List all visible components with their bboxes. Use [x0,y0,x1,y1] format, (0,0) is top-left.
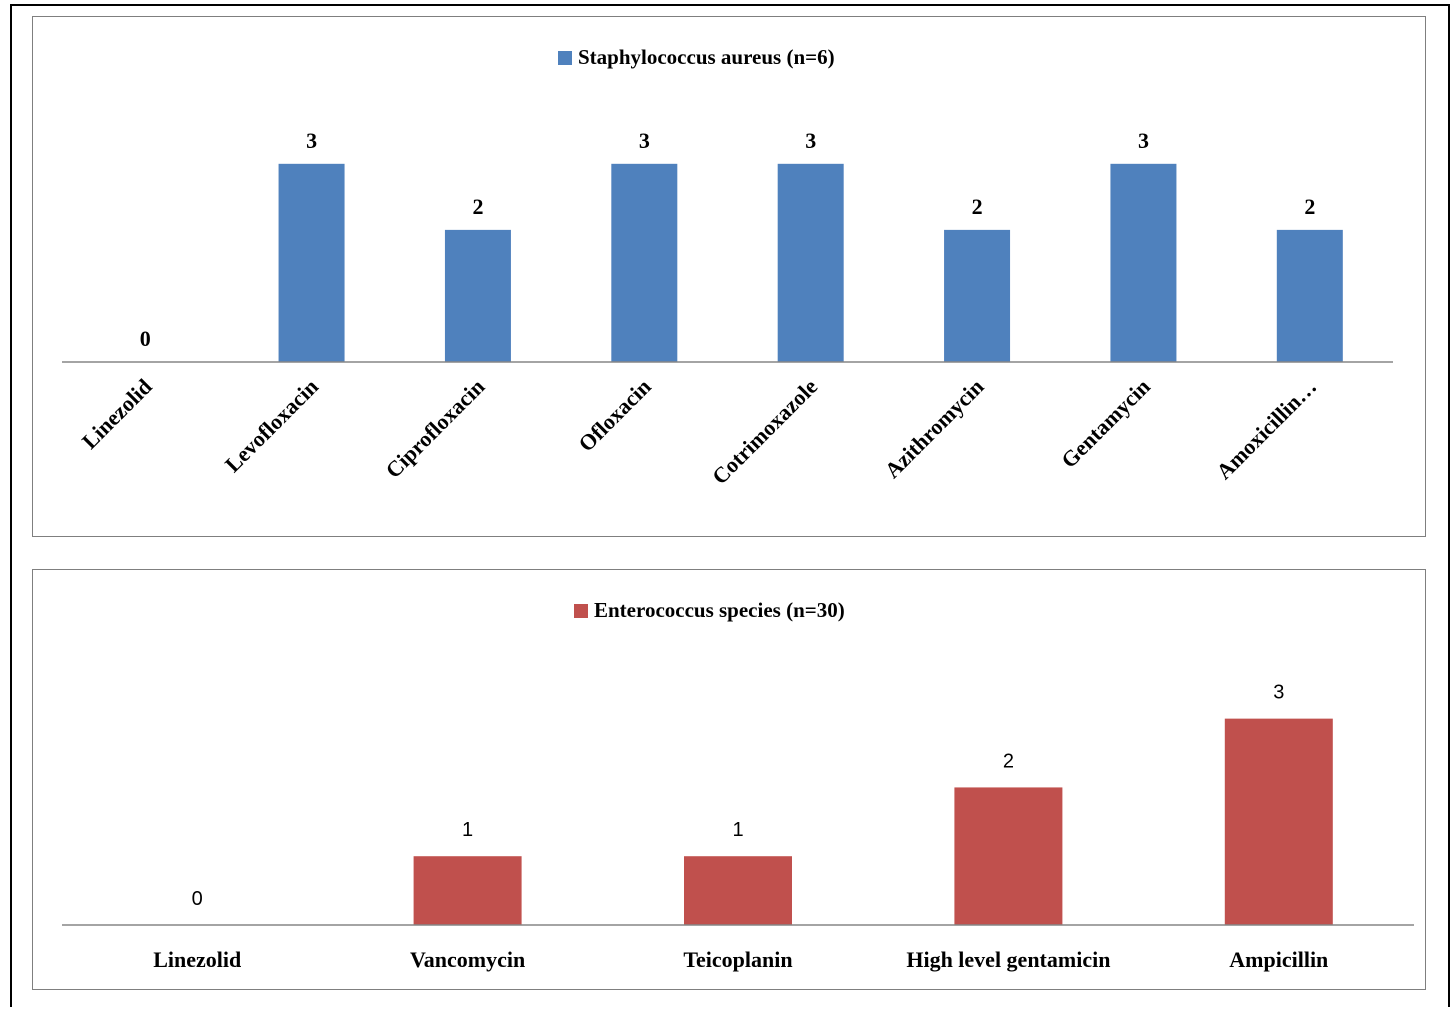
legend-swatch-enterococcus [574,603,588,618]
bar-0-1 [278,163,345,362]
data-label-1-0: 0 [192,888,203,910]
data-label-1-4: 3 [1273,682,1284,704]
chart-staphylococcus: Staphylococcus aureus (n=6) 0 Linezolid 3 L… [32,16,1426,537]
data-label-0-3: 3 [639,128,650,153]
category-label-0-0: Linezolid [77,374,157,454]
bar-0-2 [444,229,511,362]
category-label-1-2: Teicoplanin [683,947,792,972]
category-label-1-4: Ampicillin [1229,947,1328,972]
category-label-0-1: Levofloxacin [220,374,323,477]
data-label-0-7: 2 [1304,194,1315,219]
category-label-0-6: Gentamycin [1056,374,1155,473]
data-label-0-4: 3 [805,128,816,153]
legend-swatch-staphylococcus [558,50,572,65]
data-label-1-2: 1 [732,819,743,841]
legend-staphylococcus: Staphylococcus aureus (n=6) [558,45,835,70]
page-frame [10,4,1450,1007]
chart-plot-enterococcus: 0 Linezolid 1 Vancomycin 1 Teicoplanin 2 High l… [62,682,1414,972]
legend-label-enterococcus: Enterococcus species (n=30) [594,598,845,622]
category-label-1-3: High level gentamicin [906,947,1110,972]
category-label-0-7: Amoxicillin… [1211,374,1321,484]
category-label-0-5: Azithromycin [880,374,989,483]
bar-0-3 [611,163,678,362]
category-label-0-4: Cotrimoxazole [707,374,822,489]
data-label-0-6: 3 [1138,128,1149,153]
category-label-0-2: Ciprofloxacin [380,374,489,483]
data-label-0-2: 2 [472,194,483,219]
bar-1-3 [954,787,1063,925]
data-label-0-0: 0 [140,326,151,351]
category-label-1-1: Vancomycin [410,947,525,972]
bar-1-1 [413,856,522,925]
bar-0-6 [1110,163,1177,362]
category-label-1-0: Linezolid [153,947,241,972]
data-label-0-5: 2 [972,194,983,219]
legend-label-staphylococcus: Staphylococcus aureus (n=6) [578,45,835,69]
chart-enterococcus: Enterococcus species (n=30) 0 Linezolid 1 V… [32,569,1426,990]
data-label-1-3: 2 [1003,750,1014,772]
bar-1-4 [1224,718,1333,925]
bar-0-4 [777,163,844,362]
data-label-1-1: 1 [462,819,473,841]
bar-1-2 [684,856,792,925]
legend-enterococcus: Enterococcus species (n=30) [574,598,845,623]
bar-0-7 [1276,229,1343,362]
chart-plot-staphylococcus: 0 Linezolid 3 Levofloxacin 2 Ciprofloxacin 3 Of… [62,128,1393,489]
bar-0-5 [944,229,1011,362]
category-label-0-3: Ofloxacin [573,374,655,456]
data-label-0-1: 3 [306,128,317,153]
